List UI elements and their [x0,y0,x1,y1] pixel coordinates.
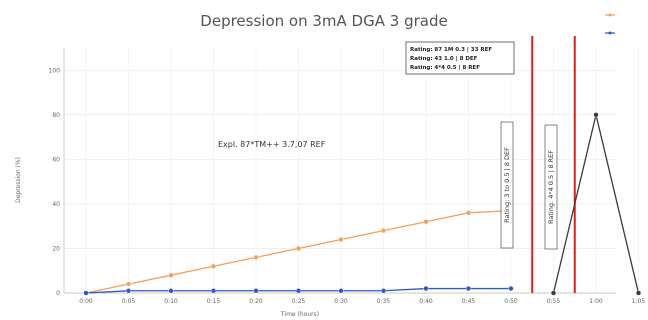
x-tick-label-4: 0:20 [249,298,263,305]
vertical-annotation-1: Rating: 3 to 0.5 | 8 DEF [500,121,514,249]
vertical-annotation-2-text: Rating: 4*4 0.5 | 8 REF [547,150,555,224]
y-tick-label-2: 40 [52,201,60,208]
legend [605,13,615,35]
x-tick-label-11: 0:55 [547,298,561,305]
series-2-point-0 [83,290,89,296]
x-tick-label-5: 0:25 [292,298,306,305]
series-2-point-7 [380,288,387,294]
annotation-box-line-3: Rating: 4*4 0.5 | 8 REF [410,65,480,71]
series-1-point-4 [253,254,259,260]
series-1-point-8 [423,219,429,225]
x-tick-label-7: 0:35 [377,298,391,305]
x-tick-label-6: 0:30 [334,298,348,305]
series-1-point-2 [168,272,174,278]
series-3-point-0 [550,290,557,296]
x-tick-label-8: 0:40 [419,298,433,305]
series-2-point-10 [508,285,514,292]
x-tick-label-2: 0:10 [164,298,178,305]
vertical-annotation-2: Rating: 4*4 0.5 | 8 REF [544,124,558,250]
series-3-point-1 [593,112,599,118]
annotation-box-line-1: Rating: 87 1M 0.3 | 33 REF [410,47,492,53]
annotation-box-line-2: Rating: 43 1.0 | 8 DEF [410,56,478,62]
series-2-point-9 [465,285,472,292]
y-tick-label-4: 80 [52,112,60,119]
series-2-point-2 [168,288,174,294]
x-tick-label-9: 0:45 [462,298,476,305]
y-tick-label-3: 60 [52,156,60,163]
y-tick-label-0: 0 [56,290,60,297]
x-tick-label-12: 1:00 [589,298,603,305]
x-axis: 0:00 0:05 0:10 0:15 0:20 0:25 0:30 0:35 0:40 0:45… [64,292,646,305]
x-tick-label-3: 0:15 [207,298,221,305]
annotation-box: Rating: 87 1M 0.3 | 33 REF Rating: 43 1.… [405,41,515,75]
y-axis-label: Depression (%) [15,157,22,203]
series-1-point-1 [125,281,132,287]
x-tick-label-1: 0:05 [122,298,136,305]
x-tick-label-13: 1:05 [632,298,646,305]
series-1-point-5 [295,245,302,252]
series-3-point-2 [635,290,642,296]
series-group [83,112,642,296]
x-axis-label: Time (hours) [280,311,319,318]
grid [64,48,639,294]
series-2-point-1 [125,288,132,294]
vertical-annotation-1-frame [500,121,514,249]
marker-lines [531,36,576,293]
series-2-point-8 [423,285,429,292]
y-tick-label-5: 100 [49,67,61,74]
legend-marker-1 [608,13,612,17]
y-tick-label-1: 20 [52,245,60,252]
fit-annotation: Expl. 87*TM++ 3.7,07 REF [218,140,326,149]
series-1-point-3 [210,263,217,269]
vertical-annotation-2-frame [544,124,558,250]
chart-title: Depression on 3mA DGA 3 grade [200,12,447,30]
series-2-point-6 [338,288,344,294]
series-2-point-5 [295,288,302,294]
x-tick-label-10: 0:50 [504,298,518,305]
annotation-box-frame [405,41,515,75]
x-tick-label-0: 0:00 [79,298,93,305]
series-2-point-3 [210,288,217,294]
series-1-point-7 [380,228,387,234]
series-1-point-9 [465,210,472,216]
y-axis: 0 20 40 60 80 100 [49,48,65,297]
vertical-annotation-1-text: Rating: 3 to 0.5 | 8 DEF [503,147,511,223]
series-2-point-4 [253,288,259,294]
legend-marker-2 [608,31,612,35]
series-1-point-6 [338,236,344,243]
